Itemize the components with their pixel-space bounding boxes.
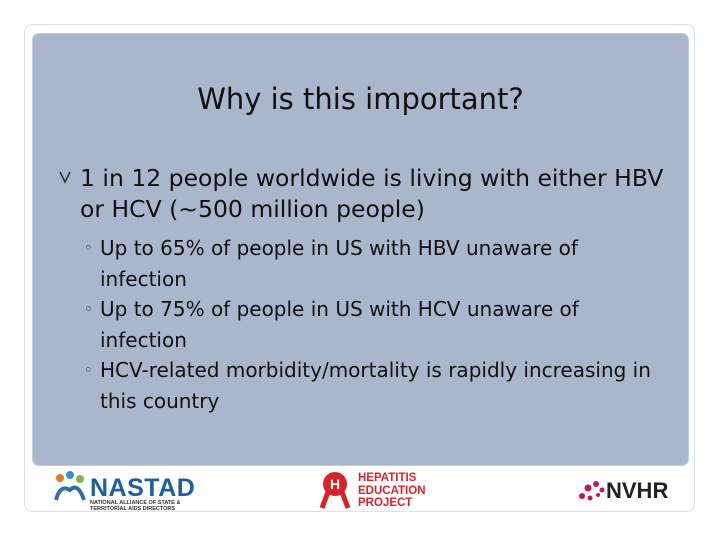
- sub-bullet-list: Up to 65% of people in US with HBV unawa…: [84, 233, 664, 416]
- slide-frame: [24, 24, 695, 512]
- main-bullet: 1 in 12 people worldwide is living with …: [80, 164, 664, 223]
- nastad-icon: [54, 471, 86, 501]
- hep-icon: H: [319, 472, 351, 509]
- svg-text:H: H: [330, 476, 340, 492]
- sub-bullet: HCV-related morbidity/mortality is rapid…: [84, 355, 664, 416]
- hep-line: EDUCATION: [358, 484, 426, 497]
- nastad-name: NASTAD: [90, 474, 196, 502]
- slide-title: Why is this important?: [197, 82, 524, 116]
- nvhr-icon: [579, 481, 605, 501]
- sub-bullet: Up to 65% of people in US with HBV unawa…: [84, 233, 664, 294]
- sub-bullet: Up to 75% of people in US with HCV unawa…: [84, 294, 664, 355]
- hep-line: HEPATITIS: [358, 472, 417, 484]
- bullet-icon: [59, 171, 71, 184]
- hep-name: HEPATITIS EDUCATION PROJECT: [358, 472, 426, 510]
- nastad-tagline: NATIONAL ALLIANCE OF STATE & TERRITORIAL…: [90, 500, 181, 512]
- hep-line: PROJECT: [358, 497, 413, 509]
- nvhr-name: NVHR: [606, 478, 669, 503]
